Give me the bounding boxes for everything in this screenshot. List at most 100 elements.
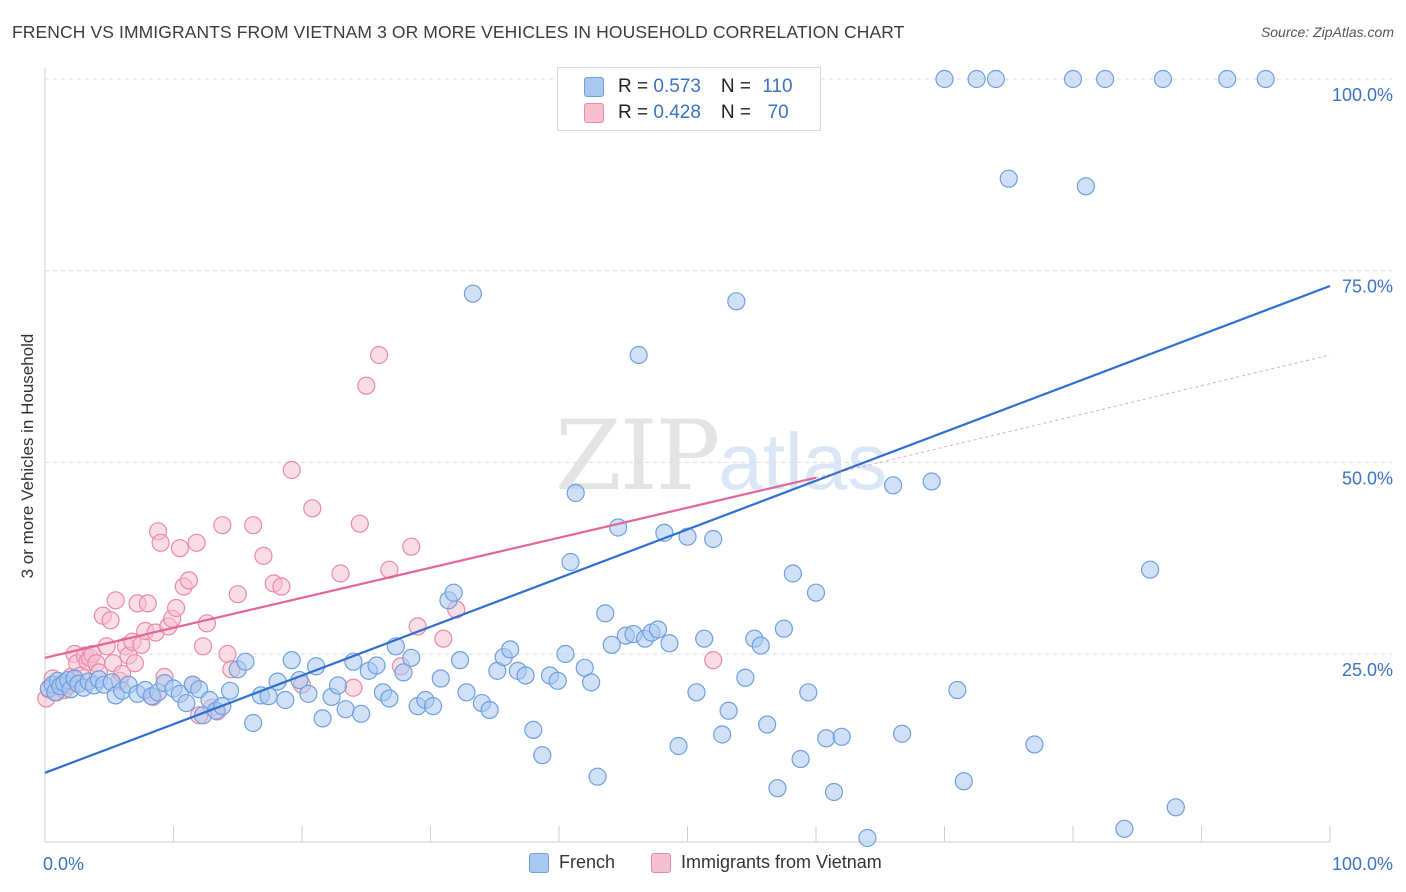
- french-point: [791, 749, 810, 769]
- french-point: [892, 724, 912, 743]
- legend-r-value: 0.573: [653, 76, 701, 97]
- legend-n-value: 110: [762, 76, 793, 97]
- french-point: [533, 746, 552, 765]
- vietnam-point: [197, 614, 217, 633]
- french-point: [328, 676, 348, 695]
- vietnam-point: [218, 644, 237, 664]
- french-trend-line: [44, 284, 1331, 774]
- french-point: [352, 704, 371, 723]
- french-point: [774, 619, 793, 638]
- french-point: [220, 681, 240, 700]
- french-point: [883, 476, 903, 495]
- legend-r-label: R =: [618, 76, 654, 97]
- french-point: [1218, 69, 1237, 89]
- french-point: [954, 772, 973, 791]
- french-point: [648, 620, 668, 639]
- french-point: [313, 709, 332, 728]
- legend-row-vietnam: R = 0.428 N = 70: [584, 101, 789, 125]
- legend-swatch-vietnam: [584, 103, 604, 123]
- french-point: [687, 683, 706, 702]
- series-legend: French Immigrants from Vietnam: [0, 852, 1406, 878]
- watermark-atlas: atlas: [718, 417, 888, 506]
- legend-n-label: N =: [720, 102, 757, 123]
- vietnam-point: [434, 629, 453, 648]
- french-point: [858, 828, 877, 848]
- french-point: [1153, 69, 1173, 89]
- vietnam-point: [331, 564, 350, 583]
- french-point: [582, 673, 601, 692]
- y-tick-label: 25.0%: [1342, 660, 1393, 680]
- vietnam-point: [106, 591, 125, 610]
- french-point: [824, 782, 844, 802]
- vietnam-point: [170, 539, 190, 558]
- french-point: [548, 671, 567, 690]
- french-point: [832, 727, 851, 746]
- french-point: [282, 651, 301, 670]
- french-point: [276, 690, 295, 710]
- y-tick-label: 50.0%: [1342, 468, 1393, 488]
- vietnam-point: [125, 654, 145, 673]
- series-label-vietnam: Immigrants from Vietnam: [681, 852, 882, 872]
- french-point: [299, 684, 318, 703]
- french-point: [602, 635, 621, 654]
- french-point: [935, 69, 954, 89]
- vietnam-point: [704, 651, 723, 670]
- vietnam-point: [402, 537, 421, 556]
- vietnam-point: [187, 533, 206, 552]
- legend-n-value: 70: [762, 102, 789, 123]
- french-point: [727, 292, 746, 311]
- french-point: [556, 644, 575, 664]
- vietnam-point: [179, 571, 199, 590]
- series-swatch-french: [529, 852, 549, 873]
- french-point: [501, 640, 520, 659]
- french-point: [660, 634, 679, 653]
- vietnam-point: [97, 637, 116, 656]
- vietnam-point: [101, 611, 120, 630]
- french-point: [948, 680, 967, 700]
- vietnam-point: [254, 546, 273, 565]
- french-point: [967, 69, 986, 89]
- french-point: [596, 604, 615, 623]
- french-point: [922, 472, 941, 491]
- y-tick-label: 75.0%: [1342, 277, 1393, 297]
- french-point: [367, 656, 386, 675]
- vietnam-point: [244, 516, 263, 535]
- vietnam-trend-extension: [815, 354, 1331, 479]
- vietnam-point: [151, 533, 170, 552]
- vietnam-point: [282, 460, 301, 480]
- french-point: [999, 169, 1018, 188]
- french-point: [758, 715, 777, 734]
- french-point: [236, 652, 255, 671]
- x-tick-label: 100.0%: [1332, 854, 1393, 874]
- french-point: [678, 527, 697, 546]
- french-point: [719, 701, 738, 720]
- vietnam-point: [357, 376, 376, 395]
- french-point: [423, 697, 443, 716]
- chart-title: FRENCH VS IMMIGRANTS FROM VIETNAM 3 OR M…: [12, 22, 905, 42]
- french-point: [402, 648, 421, 667]
- vietnam-point: [272, 577, 291, 596]
- vietnam-point: [228, 585, 247, 604]
- vietnam-point: [303, 499, 322, 518]
- french-point: [1025, 735, 1044, 754]
- legend-n-label: N =: [720, 76, 757, 97]
- french-point: [244, 713, 263, 733]
- french-point: [713, 725, 732, 744]
- french-point: [704, 529, 723, 549]
- french-point: [629, 345, 648, 365]
- vietnam-point: [193, 637, 213, 656]
- legend-r-value: 0.428: [653, 102, 701, 123]
- vietnam-trend-line: [44, 476, 817, 659]
- french-point: [1096, 69, 1115, 89]
- french-point: [1076, 177, 1095, 196]
- french-point: [1166, 798, 1185, 817]
- french-point: [986, 69, 1006, 89]
- legend-swatch-french: [584, 77, 604, 97]
- french-point: [336, 700, 355, 719]
- vietnam-point: [213, 516, 232, 535]
- x-tick-label: 0.0%: [43, 854, 84, 874]
- french-point: [1140, 560, 1160, 579]
- french-point: [524, 720, 543, 740]
- french-point: [177, 693, 196, 713]
